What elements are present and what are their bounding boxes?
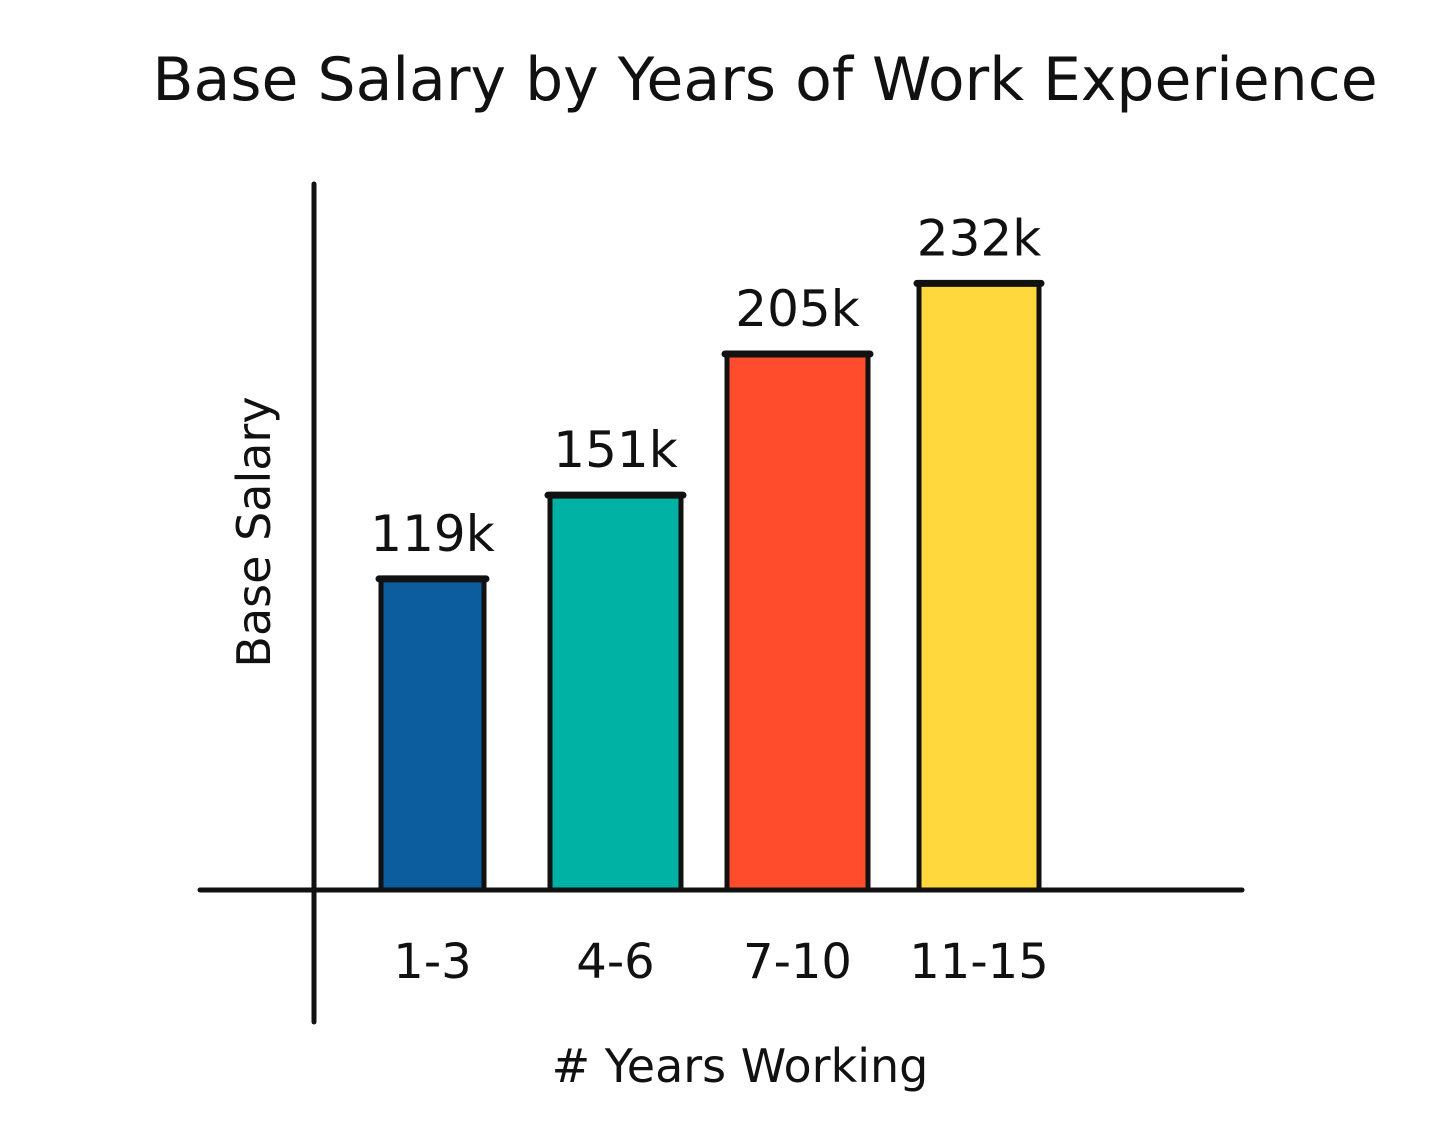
y-axis-label: Base Salary [227,396,281,667]
value-label-4-6: 151k [553,421,677,479]
value-label-7-10: 205k [735,280,859,338]
tick-label-1-3: 1-3 [393,934,471,990]
bar-4-6 [547,492,684,893]
chart-title: Base Salary by Years of Work Experience [152,45,1377,115]
tick-labels-layer: 1-3 4-6 7-10 11-15 [393,934,1048,990]
tick-label-4-6: 4-6 [576,934,654,990]
bar-7-10 [724,351,871,893]
value-labels-layer: 119k 151k 205k 232k [370,209,1041,562]
bars-layer [375,279,1045,893]
value-label-11-15: 232k [917,209,1041,267]
bar-11-15 [916,280,1042,893]
x-axis-label: # Years Working [552,1039,929,1093]
tick-label-7-10: 7-10 [743,934,852,990]
tick-label-11-15: 11-15 [909,934,1048,990]
bar-1-3 [378,576,487,893]
value-label-1-3: 119k [370,505,494,563]
